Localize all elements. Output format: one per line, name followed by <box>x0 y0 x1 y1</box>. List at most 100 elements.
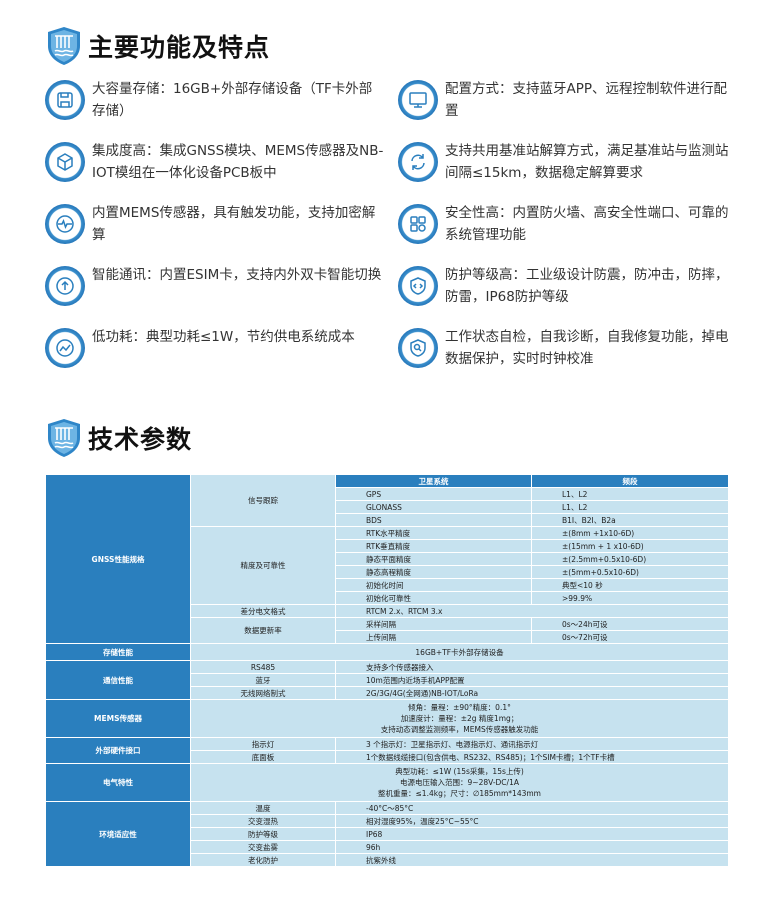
param-value: ±(15mm + 1 x10-6D) <box>531 539 729 553</box>
table-row: 蓝牙 10m范围内近场手机APP配置 <box>46 673 729 687</box>
features-heading: 主要功能及特点 <box>46 26 270 66</box>
table-row: 静态高程精度 ±(5mm+0.5x10-6D) <box>46 565 729 579</box>
param-value: 2G/3G/4G(全网通)NB-IOT/LoRa <box>335 686 729 700</box>
group-label: 外部硬件接口 <box>45 737 191 764</box>
feature-item: 内置MEMS传感器，具有触发功能，支持加密解算 <box>45 202 385 246</box>
shield-code-icon <box>398 266 438 306</box>
table-row: 初始化可靠性 >99.9% <box>46 591 729 605</box>
table-row: MEMS传感器 倾角：量程：±90°精度：0.1° 加速度计：量程：±2g 精度1m… <box>45 699 729 738</box>
param-name: 初始化时间 <box>335 578 532 592</box>
param-name: 上传间隔 <box>335 630 532 644</box>
param-name: 静态平面精度 <box>335 552 532 566</box>
features-title: 主要功能及特点 <box>88 33 271 62</box>
feature-text: 工作状态自检，自我诊断，自我修复功能，掉电数据保护，实时时钟校准 <box>445 329 729 367</box>
group-label: 存储性能 <box>45 643 191 661</box>
group-label: GNSS性能规格 <box>45 474 191 644</box>
feature-text: 大容量存储：16GB+外部存储设备（TF卡外部存储） <box>92 81 373 119</box>
param-value: ±(2.5mm+0.5x10-6D) <box>531 552 729 566</box>
group-label: 电气特性 <box>45 763 191 802</box>
param-name: GLONASS <box>335 500 532 514</box>
feature-text: 内置MEMS传感器，具有触发功能，支持加密解算 <box>92 205 376 243</box>
group-label: MEMS传感器 <box>45 699 191 738</box>
sub-label: 差分电文格式 <box>190 604 336 618</box>
sub-label: 蓝牙 <box>190 673 336 687</box>
feature-item: 配置方式：支持蓝牙APP、远程控制软件进行配置 <box>398 78 738 122</box>
feature-item: 安全性高：内置防火墙、高安全性端口、可靠的系统管理功能 <box>398 202 738 246</box>
param-value: 0s～72h可设 <box>531 630 729 644</box>
feature-item: 防护等级高：工业级设计防震，防冲击，防摔，防雷，IP68防护等级 <box>398 264 738 308</box>
param-value: B1I、B2I、B2a <box>531 513 729 527</box>
feature-text: 配置方式：支持蓝牙APP、远程控制软件进行配置 <box>445 81 728 119</box>
feature-text: 支持共用基准站解算方式，满足基准站与监测站间隔≤15km，数据稳定解算要求 <box>445 143 729 181</box>
param-value: L1、L2 <box>531 500 729 514</box>
param-value: 3 个指示灯：卫星指示灯、电源指示灯、通讯指示灯 <box>335 737 729 751</box>
table-row: 通信性能 RS485 支持多个传感器接入 <box>45 660 729 700</box>
sub-label: 老化防护 <box>190 853 336 867</box>
value-line: 16GB+TF卡外部存储设备 <box>415 647 504 657</box>
param-value: 抗紫外线 <box>335 853 729 867</box>
table-row: 差分电文格式 RTCM 2.x、RTCM 3.x <box>46 604 729 618</box>
column-header: 卫星系统 <box>335 474 532 488</box>
feature-item: 工作状态自检，自我诊断，自我修复功能，掉电数据保护，实时时钟校准 <box>398 326 738 370</box>
feature-text: 集成度高：集成GNSS模块、MEMS传感器及NB-IOT模组在一体化设备PCB板… <box>92 143 384 181</box>
param-value: 96h <box>335 840 729 854</box>
group-value: 16GB+TF卡外部存储设备 <box>190 643 729 661</box>
sub-label: 防护等级 <box>190 827 336 841</box>
sub-label: 无线网络制式 <box>190 686 336 700</box>
feature-item: 集成度高：集成GNSS模块、MEMS传感器及NB-IOT模组在一体化设备PCB板… <box>45 140 385 184</box>
param-name: RTK水平精度 <box>335 526 532 540</box>
param-name: 静态高程精度 <box>335 565 532 579</box>
monitor-icon <box>398 80 438 120</box>
table-row: 数据更新率 采样间隔 0s～24h可设 <box>46 617 729 644</box>
param-value: >99.9% <box>531 591 729 605</box>
table-row: 上传间隔 0s～72h可设 <box>46 630 729 644</box>
feature-item: 支持共用基准站解算方式，满足基准站与监测站间隔≤15km，数据稳定解算要求 <box>398 140 738 184</box>
param-name: RTK垂直精度 <box>335 539 532 553</box>
table-row: 电气特性 典型功耗：≤1W (15s采集，15s上传) 电源电压输入范围：9~28V… <box>45 763 729 802</box>
shield-logo-icon <box>48 27 80 65</box>
table-row: 防护等级 IP68 <box>46 827 729 841</box>
shield-search-icon <box>398 328 438 368</box>
feature-item: 智能通讯：内置ESIM卡，支持内外双卡智能切换 <box>45 264 385 306</box>
param-value: ±(8mm +1x10-6D) <box>531 526 729 540</box>
param-value: 10m范围内近场手机APP配置 <box>335 673 729 687</box>
value-line: 倾角：量程：±90°精度：0.1° <box>408 703 511 712</box>
param-name: GPS <box>335 487 532 501</box>
table-row: RTK垂直精度 ±(15mm + 1 x10-6D) <box>46 539 729 553</box>
table-row: BDS B1I、B2I、B2a <box>46 513 729 527</box>
table-row: GNSS性能规格 信号跟踪 卫星系统 频段 <box>45 474 729 644</box>
param-value: IP68 <box>335 827 729 841</box>
specs-title: 技术参数 <box>88 425 193 454</box>
sub-label: 数据更新率 <box>190 617 336 644</box>
pulse-icon <box>45 204 85 244</box>
specs-heading: 技术参数 <box>46 418 192 458</box>
feature-text: 低功耗：典型功耗≤1W，节约供电系统成本 <box>92 329 355 345</box>
sub-label: 交变湿热 <box>190 814 336 828</box>
group-label: 环境适应性 <box>45 801 191 867</box>
spec-table: GNSS性能规格 信号跟踪 卫星系统 频段 GPS L1、L2 GLONASS L1、L2 BD… <box>45 474 729 867</box>
sub-label: 指示灯 <box>190 737 336 751</box>
param-value: 0s～24h可设 <box>531 617 729 631</box>
apps-icon <box>398 204 438 244</box>
param-value: ±(5mm+0.5x10-6D) <box>531 565 729 579</box>
feature-item: 大容量存储：16GB+外部存储设备（TF卡外部存储） <box>45 78 385 122</box>
chart-line-icon <box>45 328 85 368</box>
param-value: 相对湿度95%，温度25°C~55°C <box>335 814 729 828</box>
table-row: 无线网络制式 2G/3G/4G(全网通)NB-IOT/LoRa <box>46 686 729 700</box>
param-value: L1、L2 <box>531 487 729 501</box>
feature-text: 智能通讯：内置ESIM卡，支持内外双卡智能切换 <box>92 267 382 283</box>
upload-circle-icon <box>45 266 85 306</box>
sub-label: 信号跟踪 <box>190 474 336 527</box>
table-row: 交变湿热 相对湿度95%，温度25°C~55°C <box>46 814 729 828</box>
table-row: 外部硬件接口 指示灯 3 个指示灯：卫星指示灯、电源指示灯、通讯指示灯 <box>45 737 729 764</box>
sub-label: 交变盐雾 <box>190 840 336 854</box>
shield-logo-icon <box>48 419 80 457</box>
feature-item: 低功耗：典型功耗≤1W，节约供电系统成本 <box>45 326 385 368</box>
param-value: 支持多个传感器接入 <box>335 660 729 674</box>
group-value: 倾角：量程：±90°精度：0.1° 加速度计：量程：±2g 精度1mg； 支持动态调… <box>190 699 729 738</box>
param-name: 采样间隔 <box>335 617 532 631</box>
value-line: 支持动态调整监测频率，MEMS传感器触发功能 <box>380 725 539 734</box>
value-line: 整机重量：≤1.4kg；尺寸：∅185mm*143mm <box>378 789 541 798</box>
param-value: 典型<10 秒 <box>531 578 729 592</box>
